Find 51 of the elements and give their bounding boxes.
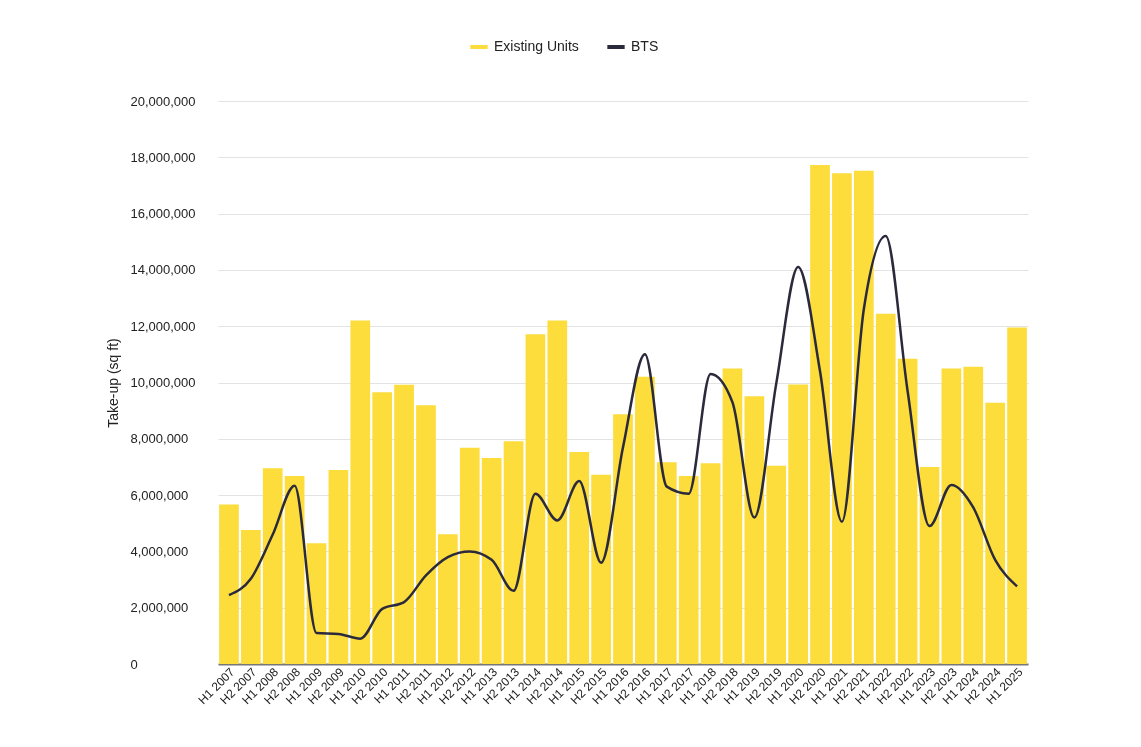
bar <box>219 504 239 664</box>
bar <box>744 396 765 664</box>
bar <box>963 366 984 664</box>
bar <box>875 313 896 664</box>
bar <box>985 402 1006 664</box>
legend-label: Existing Units <box>494 38 579 54</box>
bar <box>547 320 568 664</box>
bar <box>941 368 962 664</box>
bar <box>700 463 721 664</box>
bar <box>810 164 830 664</box>
bar <box>240 530 261 664</box>
y-tick-label: 2,000,000 <box>130 600 189 616</box>
bar <box>372 392 393 664</box>
y-tick-label: 14,000,000 <box>130 262 196 278</box>
bar <box>635 376 655 664</box>
bar <box>284 475 305 664</box>
legend-label: BTS <box>631 38 659 54</box>
y-tick-label: 0 <box>130 656 138 672</box>
bar <box>503 441 524 664</box>
bar <box>328 470 349 664</box>
bar <box>897 358 918 664</box>
bar <box>591 474 611 664</box>
y-tick-label: 10,000,000 <box>130 375 196 390</box>
bar <box>788 384 808 664</box>
bar <box>525 334 546 664</box>
y-tick-label: 4,000,000 <box>130 543 189 559</box>
bar <box>613 414 633 664</box>
bar <box>481 457 502 664</box>
y-tick-label: 12,000,000 <box>130 318 196 334</box>
bar <box>722 368 743 664</box>
y-tick-label: 8,000,000 <box>130 431 189 447</box>
y-tick-label: 20,000,000 <box>130 93 196 109</box>
bar <box>766 465 787 664</box>
y-tick-label: 18,000,000 <box>130 149 196 165</box>
bar <box>853 170 874 664</box>
bar <box>656 462 677 664</box>
bar <box>678 475 699 664</box>
y-axis-title: Take-up (sq ft) <box>104 338 121 428</box>
bar <box>832 173 852 664</box>
bar <box>438 534 458 664</box>
bar <box>1007 327 1027 664</box>
bar <box>569 452 590 664</box>
line-series <box>227 234 1019 640</box>
y-tick-label: 6,000,000 <box>130 487 189 503</box>
bar <box>350 320 371 664</box>
bar <box>262 468 283 664</box>
y-tick-label: 16,000,000 <box>130 206 196 222</box>
bar <box>416 405 436 664</box>
bar <box>459 447 480 664</box>
bar <box>919 466 940 664</box>
bar <box>394 384 414 664</box>
